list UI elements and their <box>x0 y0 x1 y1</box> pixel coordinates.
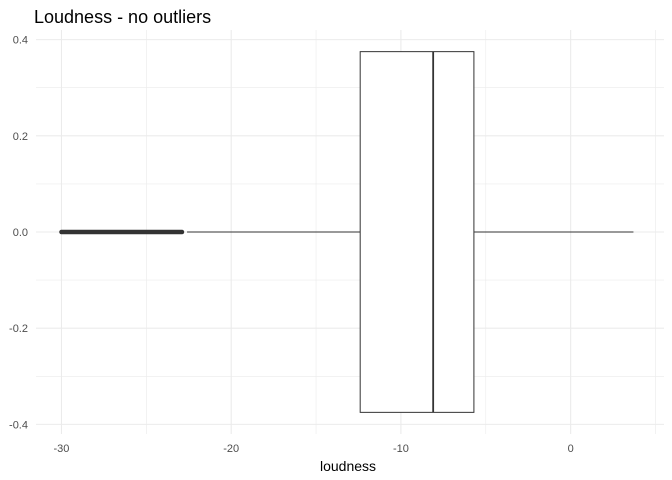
x-tick-label: 0 <box>568 443 574 455</box>
x-axis-title: loudness <box>320 458 376 474</box>
y-axis-ticks: -0.4 -0.2 0.0 0.2 0.4 <box>9 35 28 432</box>
boxplot-marks <box>59 51 634 413</box>
y-tick-label: 0.0 <box>13 227 28 239</box>
y-tick-label: -0.2 <box>9 323 28 335</box>
x-axis-ticks: -30 -20 -10 0 <box>54 443 574 455</box>
chart-title: Loudness - no outliers <box>34 7 211 27</box>
y-tick-label: 0.2 <box>13 131 28 143</box>
x-tick-label: -30 <box>54 443 70 455</box>
y-tick-label: -0.4 <box>9 419 28 431</box>
x-tick-label: -20 <box>223 443 239 455</box>
iqr-box <box>359 51 475 413</box>
y-tick-label: 0.4 <box>13 35 28 47</box>
x-tick-label: -10 <box>393 443 409 455</box>
